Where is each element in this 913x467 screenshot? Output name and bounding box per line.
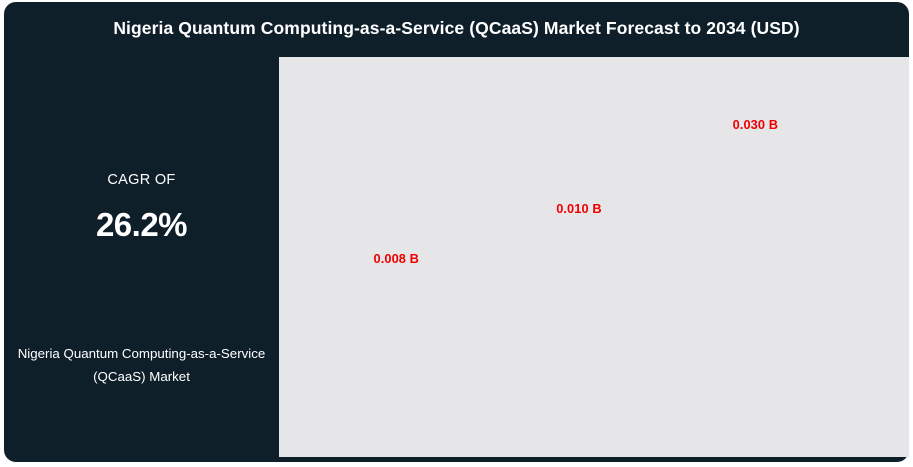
cagr-block: CAGR OF 26.2% [4, 172, 279, 245]
chart-title: Nigeria Quantum Computing-as-a-Service (… [113, 18, 800, 38]
stat-panel: CAGR OF 26.2% Nigeria Quantum Computing-… [4, 57, 279, 462]
chart-card: Nigeria Quantum Computing-as-a-Service (… [4, 2, 909, 462]
data-label-1: 0.008 B [373, 251, 420, 266]
data-label-3: 0.030 B [732, 117, 779, 132]
data-label-2: 0.010 B [556, 201, 602, 216]
cagr-label: CAGR OF [107, 172, 176, 188]
market-name-caption: Nigeria Quantum Computing-as-a-Service (… [17, 346, 266, 385]
plot-area: 0.008 B 0.010 B 0.030 B [279, 57, 909, 457]
cagr-value: 26.2% [95, 206, 188, 244]
